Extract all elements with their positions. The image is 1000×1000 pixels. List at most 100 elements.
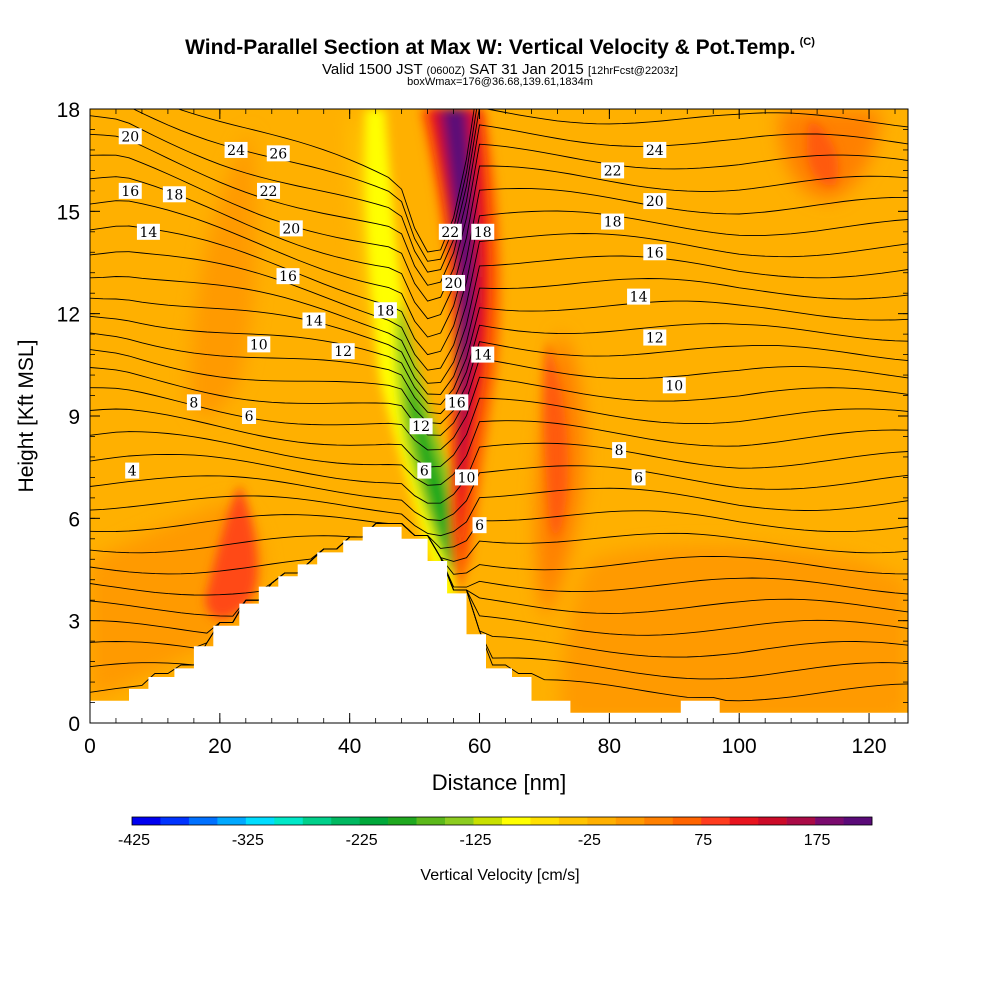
isentrope-label: 8 bbox=[189, 395, 198, 411]
colorbar-swatch bbox=[530, 817, 560, 825]
colorbar-swatch bbox=[302, 817, 332, 825]
x-tick-label: 100 bbox=[722, 735, 757, 758]
isentrope-label: 10 bbox=[665, 378, 683, 394]
isentrope-label-bg bbox=[417, 462, 432, 479]
terrain-mask bbox=[90, 526, 908, 723]
isentrope-label-bg bbox=[409, 418, 433, 435]
isentrope-label: 12 bbox=[334, 344, 352, 360]
colorbar-swatch bbox=[245, 817, 275, 825]
isentrope-line bbox=[90, 143, 908, 302]
x-tick-label: 60 bbox=[468, 735, 491, 758]
isentrope-label: 20 bbox=[646, 194, 664, 210]
isentrope-label-bg bbox=[442, 274, 466, 291]
x-axis-label: Distance [nm] bbox=[432, 770, 567, 795]
colorbar-swatch bbox=[701, 817, 730, 825]
isentrope-label: 18 bbox=[474, 225, 492, 241]
isentrope-label-bg bbox=[125, 462, 140, 479]
colorbar-swatch bbox=[672, 817, 702, 825]
isentrope-line bbox=[90, 465, 908, 521]
x-tick-label: 80 bbox=[598, 735, 621, 758]
isentrope-label-bg bbox=[631, 469, 646, 486]
isentrope-label-bg bbox=[601, 213, 625, 230]
colorbar-swatch bbox=[843, 817, 873, 825]
isentrope-line bbox=[90, 420, 908, 486]
isentrope-line bbox=[90, 487, 908, 537]
colorbar-swatch bbox=[388, 817, 417, 825]
region-orange-east-low bbox=[560, 545, 908, 720]
region-red-ne bbox=[806, 120, 839, 186]
region-orange-mid bbox=[190, 130, 257, 418]
isentrope-label-bg bbox=[118, 182, 142, 199]
isentrope-line bbox=[90, 523, 908, 596]
y-tick-label: 15 bbox=[57, 201, 80, 224]
isentrope-label-bg bbox=[373, 302, 397, 319]
isentrope-label-bg bbox=[266, 145, 290, 162]
y-tick-label: 12 bbox=[57, 304, 80, 327]
x-tick-label: 120 bbox=[852, 735, 887, 758]
isentrope-label: 14 bbox=[630, 290, 648, 306]
isentrope-label-bg bbox=[601, 162, 625, 179]
box-info: boxWmax=176@36.68,139.61,1834m bbox=[407, 76, 593, 88]
isentrope-line bbox=[177, 109, 475, 253]
isentrope-label-bg bbox=[643, 244, 667, 261]
x-axis: 0 20 40 60 80 100 120 bbox=[84, 109, 896, 758]
isentrope-label-bg bbox=[242, 408, 257, 424]
colorbar-swatch bbox=[587, 817, 617, 825]
colorbar-tick-label: -225 bbox=[346, 832, 378, 849]
isentrope-label-bg bbox=[445, 394, 469, 411]
isentrope-label: 16 bbox=[646, 245, 664, 261]
region-updraft-purple bbox=[444, 109, 472, 420]
isentrope-label: 10 bbox=[250, 337, 268, 353]
isentrope-label-bg bbox=[302, 312, 326, 329]
isentrope-line bbox=[90, 300, 908, 405]
isentrope-label-bg bbox=[247, 336, 271, 353]
isentrope-label: 20 bbox=[121, 129, 139, 145]
isentrope-line bbox=[90, 523, 908, 636]
isentrope-label-bg bbox=[136, 223, 160, 240]
isentrope-label: 24 bbox=[646, 143, 664, 159]
isentrope-label: 16 bbox=[121, 184, 139, 200]
isentrope-label: 6 bbox=[245, 409, 254, 425]
x-tick-label: 0 bbox=[84, 735, 96, 758]
isentrope-label-bg bbox=[331, 343, 355, 360]
isentrope-label-bg bbox=[279, 220, 303, 237]
isentrope-label-bg bbox=[643, 193, 667, 210]
isentrope-label: 20 bbox=[445, 276, 463, 292]
isentrope-line bbox=[90, 188, 908, 338]
colorbar-swatch bbox=[729, 817, 759, 825]
colorbar-frame bbox=[131, 816, 873, 826]
colorbar-swatch bbox=[473, 817, 503, 825]
colorbar-swatch bbox=[558, 817, 588, 825]
isentrope-label: 14 bbox=[305, 313, 323, 329]
isentrope-label-bg bbox=[438, 223, 462, 240]
isentrope-line bbox=[90, 341, 908, 425]
colorbar-tick-label: 175 bbox=[804, 832, 831, 849]
colorbar-swatch bbox=[132, 817, 161, 825]
colorbar-tick-label: -425 bbox=[118, 832, 150, 849]
isentrope-label-bg bbox=[662, 377, 686, 394]
isentrope-label: 22 bbox=[441, 225, 459, 241]
chart-title-text: Wind-Parallel Section at Max W: Vertical… bbox=[185, 36, 796, 59]
colorbar-swatch bbox=[644, 817, 674, 825]
colorbar-tick-label: 75 bbox=[694, 832, 712, 849]
y-tick-label: 0 bbox=[68, 713, 80, 736]
isentrope-line bbox=[90, 109, 908, 273]
isentrope-label-bg bbox=[643, 141, 667, 158]
forecast-info: [12hrFcst@2203z] bbox=[587, 65, 678, 77]
isentrope-line bbox=[90, 376, 908, 451]
colorbar-swatch bbox=[217, 817, 247, 825]
isentrope-label-bg bbox=[162, 186, 186, 203]
colorbar-swatch bbox=[615, 817, 645, 825]
isentrope-label-bg bbox=[471, 223, 495, 240]
isentrope-label-bg bbox=[224, 141, 248, 158]
isentrope-label-bg bbox=[627, 288, 651, 305]
colorbar-swatch bbox=[502, 817, 531, 825]
isentrope-lines bbox=[90, 109, 908, 702]
isentrope-label-bg bbox=[118, 128, 142, 145]
isentrope-line bbox=[90, 397, 908, 468]
isentrope-label: 20 bbox=[282, 221, 300, 237]
isentrope-line bbox=[90, 210, 908, 356]
isentrope-label: 14 bbox=[140, 225, 158, 241]
isentrope-label-bg bbox=[257, 182, 281, 199]
